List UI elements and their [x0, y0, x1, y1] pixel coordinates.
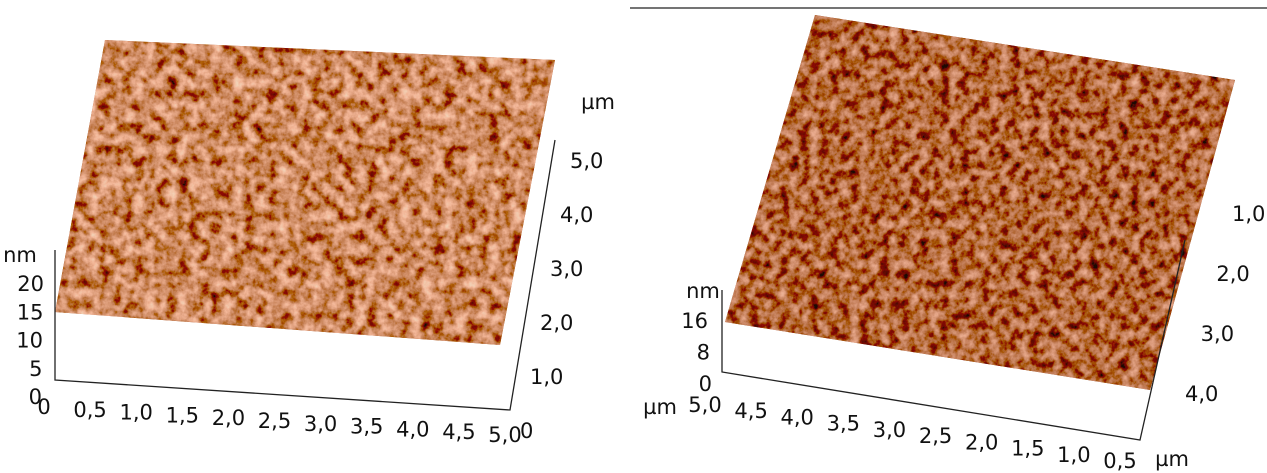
x-tick-label: 4,0 [781, 405, 814, 429]
x-tick-label: 4,5 [734, 399, 767, 423]
x-tick-label: 2,5 [919, 424, 952, 448]
afm-figure: nm 20 15 10 5 0 0 0,5 1,0 1,5 2,0 2,5 3,0 3,5 4,0 4,5 5,… [0, 0, 1267, 473]
x-tick-label: 2,0 [965, 430, 998, 454]
y-tick-label: 3,0 [550, 257, 583, 281]
x-tick-label: 3,5 [350, 415, 383, 439]
z-tick-label: 16 [681, 309, 708, 333]
z-unit: nm [686, 279, 720, 303]
x-tick-label: 0,5 [73, 398, 106, 422]
x-tick-label: 4,0 [396, 417, 429, 441]
z-unit: nm [3, 243, 37, 267]
x-tick-label: 1,5 [1011, 437, 1044, 461]
x-tick-label: 2,0 [212, 406, 245, 430]
y-tick-label: 5,0 [570, 149, 603, 173]
z-tick-label: 15 [17, 300, 44, 324]
y-tick-label: 4,0 [1185, 382, 1218, 406]
y-tick-label: 1,0 [1232, 202, 1265, 226]
y-tick-label: 4,0 [560, 203, 593, 227]
x-unit: µm [643, 395, 677, 419]
z-tick-label: 10 [16, 329, 43, 353]
x-tick-label: 5,0 [488, 423, 521, 447]
surface-right [720, 10, 1240, 395]
y-tick-label: 3,0 [1201, 322, 1234, 346]
z-tick-label: 20 [17, 272, 44, 296]
y-tick-label: 0 [520, 419, 533, 443]
x-tick-label: 0,5 [1103, 449, 1136, 473]
x-tick-label: 3,0 [873, 418, 906, 442]
x-tick-label: 2,5 [258, 409, 291, 433]
x-tick-label: 5,0 [688, 393, 721, 417]
x-tick-label: 1,0 [119, 401, 152, 425]
x-tick-label: 4,5 [442, 420, 475, 444]
y-tick-label: 2,0 [1216, 262, 1249, 286]
y-tick-label: 1,0 [530, 365, 563, 389]
x-tick-label: 1,5 [166, 403, 199, 427]
surface-left [50, 35, 560, 350]
y-tick-label: 2,0 [540, 311, 573, 335]
x-tick-label: 3,0 [304, 412, 337, 436]
y-unit: µm [581, 90, 615, 114]
z-tick-label: 8 [697, 341, 710, 365]
x-tick-label: 1,0 [1057, 443, 1090, 467]
z-tick-label: 5 [29, 357, 42, 381]
y-unit: µm [1155, 447, 1189, 471]
x-tick-label: 3,5 [827, 412, 860, 436]
x-tick-label: 0 [37, 395, 50, 419]
